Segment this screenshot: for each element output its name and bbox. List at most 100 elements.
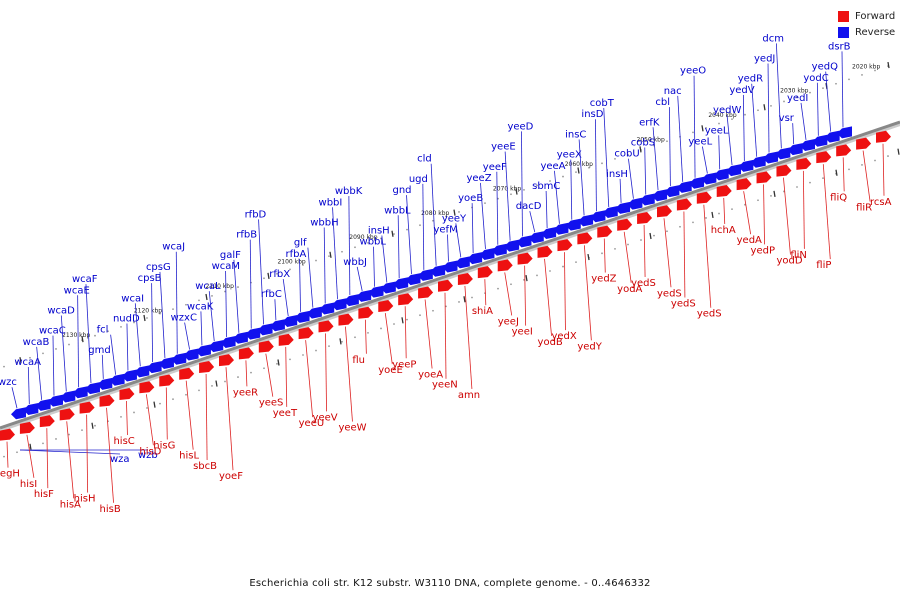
- scale-dot: [822, 177, 824, 180]
- scale-dot: [68, 433, 70, 436]
- scale-tick: [577, 167, 580, 174]
- reverse-gene-leader: [595, 119, 597, 212]
- scale-dot: [354, 336, 356, 339]
- reverse-gene-leader: [348, 196, 351, 296]
- forward-gene-arrow: [358, 306, 374, 319]
- reverse-gene-label: wzc: [0, 377, 17, 388]
- reverse-gene-label: wbbI: [319, 197, 343, 208]
- forward-gene-leader: [524, 265, 527, 326]
- scale-dot: [562, 265, 564, 268]
- reverse-gene-leader: [422, 183, 425, 270]
- scale-dot: [731, 118, 733, 121]
- forward-gene-leader: [86, 414, 89, 493]
- forward-gene-arrow: [796, 157, 812, 170]
- scale-dot: [770, 194, 772, 197]
- reverse-gene-label: wbbL: [360, 237, 387, 248]
- reverse-gene-leader: [282, 278, 289, 317]
- scale-dot: [380, 237, 382, 240]
- scale-dot: [705, 217, 707, 219]
- scale-dot: [640, 239, 642, 241]
- forward-gene-arrow: [159, 374, 175, 387]
- reverse-gene-arrow: [393, 277, 409, 290]
- reverse-gene-label: yedR: [738, 74, 763, 85]
- forward-gene-label: yedS: [631, 278, 656, 289]
- scale-dot: [783, 100, 785, 103]
- forward-gene-leader: [265, 353, 274, 397]
- scale-dot: [601, 162, 603, 165]
- scale-dot: [432, 219, 434, 222]
- scale-dot: [848, 168, 850, 171]
- reverse-gene-label: wcaA: [14, 357, 41, 368]
- forward-gene-leader: [404, 306, 407, 359]
- forward-gene-leader: [106, 407, 114, 503]
- scale-dot: [302, 354, 304, 356]
- reverse-gene-leader: [381, 235, 388, 283]
- scale-tick: [267, 272, 270, 279]
- scale-dot: [315, 259, 317, 262]
- reverse-gene-leader: [800, 102, 807, 141]
- reverse-gene-arrow: [775, 147, 791, 160]
- scale-dot: [354, 246, 356, 249]
- scale-dot: [692, 131, 694, 134]
- forward-gene-leader: [165, 387, 168, 440]
- reverse-gene-arrow: [713, 168, 729, 181]
- reverse-gene-arrow: [306, 306, 322, 319]
- forward-gene-leader: [623, 231, 632, 283]
- reverse-gene-leader: [332, 207, 338, 300]
- reverse-gene-leader: [570, 159, 573, 220]
- forward-gene-leader: [145, 394, 154, 446]
- reverse-gene-leader: [274, 299, 277, 321]
- reverse-gene-label: wzxC: [171, 313, 197, 324]
- forward-gene-label: yedS: [657, 288, 682, 299]
- forward-gene-arrow: [99, 394, 115, 407]
- scale-dot: [549, 180, 551, 182]
- reverse-gene-leader: [184, 322, 190, 350]
- scale-tick: [205, 293, 208, 301]
- scale-dot: [718, 212, 720, 215]
- reverse-gene-leader: [225, 270, 227, 337]
- scale-dot: [380, 327, 382, 330]
- forward-gene-arrow: [657, 205, 672, 218]
- scale-tick: [463, 296, 466, 303]
- reverse-gene-arrow: [824, 130, 840, 143]
- reverse-gene-label: wzb: [138, 450, 158, 461]
- forward-gene-label: hchA: [711, 225, 736, 236]
- forward-gene-arrow: [597, 225, 613, 238]
- reverse-gene-leader: [619, 178, 622, 203]
- forward-gene-leader: [205, 373, 208, 460]
- forward-gene-leader: [663, 218, 672, 288]
- forward-gene-arrow: [79, 401, 95, 414]
- forward-gene-arrow: [756, 171, 772, 184]
- scale-dot: [874, 159, 876, 162]
- reverse-gene-label: yeeY: [442, 213, 467, 224]
- legend-reverse-label: Reverse: [855, 26, 896, 38]
- scale-dot: [562, 175, 564, 178]
- scale-dot: [29, 356, 31, 359]
- scale-dot: [848, 78, 850, 81]
- reverse-gene-arrow: [183, 348, 199, 361]
- reverse-gene-label: gmd: [88, 345, 110, 356]
- reverse-gene-arrow: [615, 201, 631, 214]
- reverse-gene-label: yeeZ: [466, 173, 491, 184]
- forward-gene-leader: [444, 292, 447, 379]
- forward-gene-arrow: [19, 421, 35, 434]
- scale-dot: [146, 317, 148, 319]
- reverse-gene-arrow: [232, 331, 248, 344]
- forward-gene-arrow: [39, 415, 55, 428]
- scale-dot: [861, 164, 863, 166]
- forward-gene-label: hisF: [34, 489, 54, 500]
- forward-gene-label: yoeA: [418, 369, 443, 380]
- scale-dot: [861, 74, 863, 76]
- reverse-gene-label: dsrB: [828, 41, 851, 52]
- reverse-gene-arrow: [35, 398, 51, 411]
- scale-dot: [224, 380, 226, 383]
- forward-gene-arrow: [716, 184, 732, 197]
- forward-gene-leader: [345, 326, 353, 422]
- forward-gene-label: hisA: [60, 499, 81, 510]
- scale-dot: [185, 303, 187, 306]
- reverse-gene-arrow: [553, 222, 569, 235]
- forward-gene-leader: [862, 150, 871, 202]
- reverse-gene-arrow: [701, 172, 717, 185]
